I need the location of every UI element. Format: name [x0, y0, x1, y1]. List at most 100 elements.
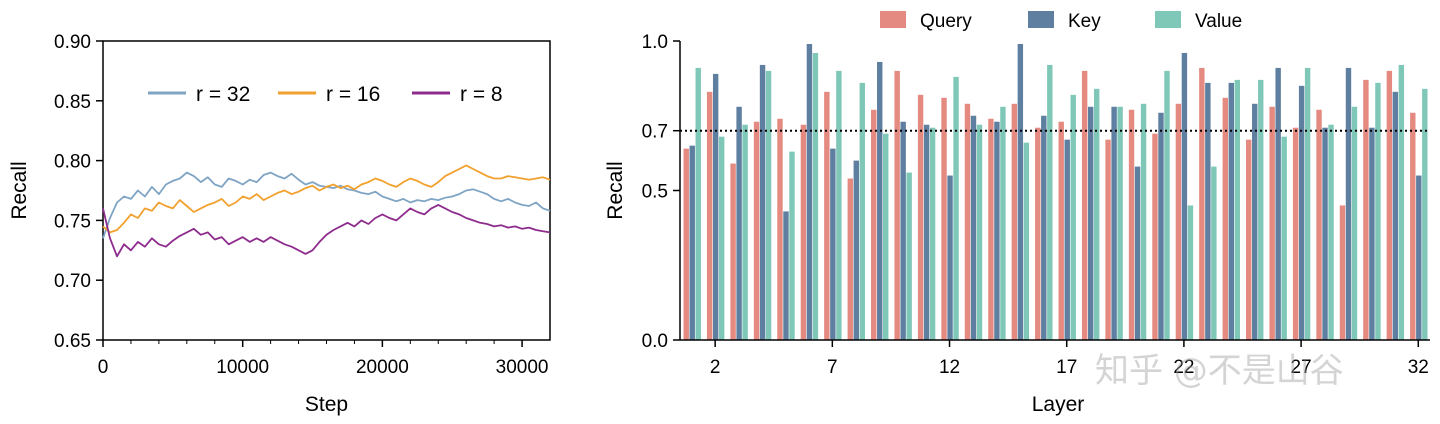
bar [1386, 70, 1393, 341]
bar [1187, 205, 1194, 340]
bar [1093, 88, 1100, 340]
y-axis-label: Recall [604, 161, 627, 219]
y-tick-label: 0.80 [54, 152, 91, 173]
bar [953, 76, 959, 340]
bar [1158, 112, 1164, 340]
bar [1281, 136, 1287, 340]
bar [947, 175, 953, 340]
bar [900, 121, 906, 340]
bar [1369, 127, 1375, 341]
bar [1328, 124, 1334, 340]
bar [1000, 106, 1006, 340]
line-chart: 0.65 0.70 0.75 0.80 0.85 0.90 0 10000 20000 30000… [8, 32, 551, 416]
bar [1105, 139, 1111, 340]
bar [683, 148, 689, 340]
watermark: 知乎 @不是山谷 [1095, 351, 1344, 391]
bar [988, 118, 994, 341]
bar [871, 109, 877, 341]
y-tick-label: 0.7 [642, 122, 668, 143]
y-tick-label: 0.65 [54, 331, 91, 352]
bar [1269, 106, 1275, 340]
x-tick-label: 22 [1173, 357, 1194, 378]
bar [917, 94, 924, 340]
bar [800, 124, 807, 340]
bar [730, 163, 736, 340]
bar [1058, 121, 1064, 340]
bar [976, 124, 983, 340]
bar [1292, 127, 1299, 341]
bar [1117, 106, 1123, 340]
y-tick-label: 0.75 [54, 211, 91, 232]
bar [718, 136, 725, 340]
bar [1322, 127, 1328, 341]
bar [783, 211, 789, 340]
x-tick-label: 20000 [356, 357, 409, 378]
bar [1011, 103, 1018, 340]
bar [1035, 127, 1041, 341]
bar [1298, 85, 1305, 340]
bar [1023, 142, 1030, 340]
bar [1041, 115, 1047, 340]
bar [1111, 106, 1117, 340]
legend-label: r = 16 [326, 83, 380, 106]
bar [1410, 112, 1416, 340]
legend-label: r = 8 [460, 83, 503, 106]
bar [759, 64, 766, 341]
y-axis-label: Recall [8, 161, 31, 219]
bar [1304, 67, 1311, 340]
series-line [102, 164, 551, 234]
x-tick-label: 17 [1056, 357, 1077, 378]
bar [964, 103, 971, 340]
x-tick-label: 12 [939, 357, 960, 378]
bar [836, 70, 842, 341]
bar [1375, 82, 1381, 341]
x-tick-label: 32 [1408, 357, 1429, 378]
bar [1258, 79, 1264, 341]
x-tick-label: 7 [827, 357, 838, 378]
bar [923, 124, 930, 340]
legend-swatch [1155, 11, 1181, 28]
bar [706, 91, 713, 340]
y-tick-label: 0.0 [642, 331, 668, 352]
bar [894, 70, 900, 341]
bar [1252, 103, 1258, 340]
bar [824, 91, 830, 340]
y-tick-label: 0.90 [54, 32, 91, 53]
legend-label: Key [1068, 11, 1101, 32]
bar [1140, 103, 1147, 340]
bar [1211, 166, 1217, 340]
bar [1152, 133, 1158, 340]
bar [1205, 82, 1211, 341]
bar [853, 160, 859, 340]
bar [1199, 67, 1205, 340]
bar [1064, 139, 1070, 340]
bar [883, 133, 889, 340]
bar [1222, 97, 1228, 340]
bar [1316, 109, 1322, 341]
x-tick-label: 30000 [496, 357, 549, 378]
x-tick-label: 10000 [216, 357, 269, 378]
bar [1363, 79, 1369, 341]
y-tick-label: 0.5 [642, 182, 668, 203]
bar [1392, 91, 1399, 340]
bar [847, 178, 853, 340]
bar [1017, 43, 1024, 341]
bar [806, 43, 813, 341]
bar [830, 148, 836, 340]
bar [970, 115, 977, 340]
bar [1246, 139, 1252, 340]
x-tick-label: 2 [710, 357, 721, 378]
y-tick-label: 0.85 [54, 92, 91, 113]
bar [1234, 79, 1241, 341]
bar [1398, 64, 1405, 341]
bar-chart: 0.00.50.71.02 7 12 17 22 27 32LayerRecallQuery… [604, 11, 1430, 416]
x-tick-label: 0 [98, 357, 109, 378]
legend-label: r = 32 [196, 83, 250, 106]
bar [765, 70, 772, 341]
bar [753, 121, 760, 340]
bar [929, 127, 936, 341]
bar [1175, 103, 1182, 340]
bar [1339, 205, 1346, 340]
bar [736, 106, 742, 340]
